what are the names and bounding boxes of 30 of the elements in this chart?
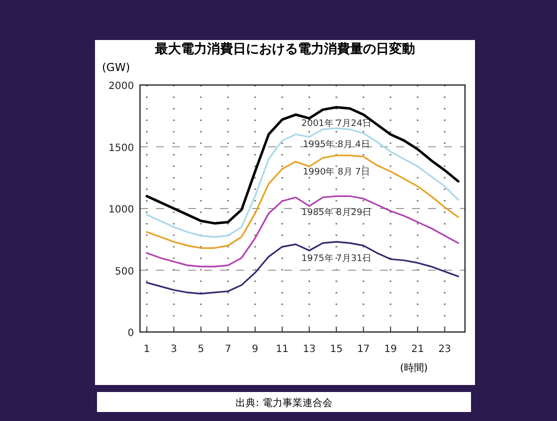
x-tick-label: 1 <box>144 344 150 355</box>
y-tick-label: 1500 <box>108 142 134 154</box>
y-axis-title: (GW) <box>102 61 130 74</box>
series-label: 1975年 7月31日 <box>301 252 372 264</box>
chart-title: 最大電力消費日における電力消費量の日変動 <box>154 41 415 57</box>
line-series <box>146 127 460 238</box>
x-axis-title: (時間) <box>400 362 428 374</box>
source-note: 出典: 電力事業連合会 <box>236 397 332 409</box>
x-tick-label: 5 <box>198 344 204 355</box>
x-tick-label: 7 <box>224 344 232 355</box>
line-series <box>146 241 460 295</box>
x-tick-label: 23 <box>438 344 452 355</box>
x-tick-label: 9 <box>252 344 258 355</box>
y-tick-label: 1000 <box>108 204 134 216</box>
x-tick-label: 3 <box>170 344 178 355</box>
line-series <box>146 106 460 225</box>
x-tick-label: 15 <box>330 344 343 355</box>
x-tick-label: 21 <box>411 344 424 355</box>
line-series <box>146 154 460 249</box>
y-tick-label: 500 <box>114 266 134 278</box>
series-label: 1990年 8月 7日 <box>302 166 370 178</box>
y-tick-label: 0 <box>128 328 134 339</box>
y-tick-label: 2000 <box>108 81 134 92</box>
series-label: 1995年 8月 4日 <box>302 139 370 150</box>
x-tick-label: 11 <box>276 344 289 355</box>
x-tick-label: 17 <box>357 344 370 355</box>
x-tick-label: 13 <box>302 344 316 355</box>
line-series <box>146 195 460 268</box>
series-label: 1985年 8月29日 <box>301 207 372 218</box>
x-tick-label: 19 <box>384 344 397 355</box>
